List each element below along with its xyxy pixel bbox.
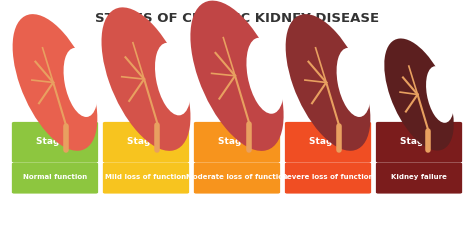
Text: Stage 2: Stage 2 bbox=[127, 136, 165, 146]
Ellipse shape bbox=[337, 48, 371, 117]
Ellipse shape bbox=[384, 38, 454, 151]
FancyBboxPatch shape bbox=[194, 122, 280, 163]
FancyBboxPatch shape bbox=[103, 122, 189, 163]
FancyBboxPatch shape bbox=[376, 122, 462, 163]
Ellipse shape bbox=[155, 43, 191, 115]
FancyBboxPatch shape bbox=[285, 163, 371, 194]
FancyBboxPatch shape bbox=[376, 163, 462, 194]
Text: Moderate loss of function: Moderate loss of function bbox=[186, 174, 288, 180]
Ellipse shape bbox=[191, 1, 283, 151]
FancyBboxPatch shape bbox=[12, 163, 98, 194]
Ellipse shape bbox=[64, 48, 98, 117]
Text: Kidney failure: Kidney failure bbox=[391, 174, 447, 180]
FancyBboxPatch shape bbox=[12, 122, 98, 163]
Text: Stage 1: Stage 1 bbox=[36, 136, 74, 146]
Ellipse shape bbox=[286, 14, 370, 151]
Text: Severe loss of function: Severe loss of function bbox=[282, 174, 374, 180]
Text: STAGES OF CHRONIC KIDNEY DISEASE: STAGES OF CHRONIC KIDNEY DISEASE bbox=[95, 12, 379, 25]
Text: Stage 3: Stage 3 bbox=[218, 136, 256, 146]
Text: Stage 4: Stage 4 bbox=[309, 136, 347, 146]
FancyBboxPatch shape bbox=[103, 163, 189, 194]
Ellipse shape bbox=[246, 38, 284, 114]
Text: Mild loss of function: Mild loss of function bbox=[105, 174, 187, 180]
Ellipse shape bbox=[13, 14, 97, 151]
Ellipse shape bbox=[426, 66, 454, 123]
FancyBboxPatch shape bbox=[285, 122, 371, 163]
Text: Normal function: Normal function bbox=[23, 174, 87, 180]
Text: Stage 5: Stage 5 bbox=[400, 136, 438, 146]
Ellipse shape bbox=[101, 7, 191, 151]
FancyBboxPatch shape bbox=[194, 163, 280, 194]
